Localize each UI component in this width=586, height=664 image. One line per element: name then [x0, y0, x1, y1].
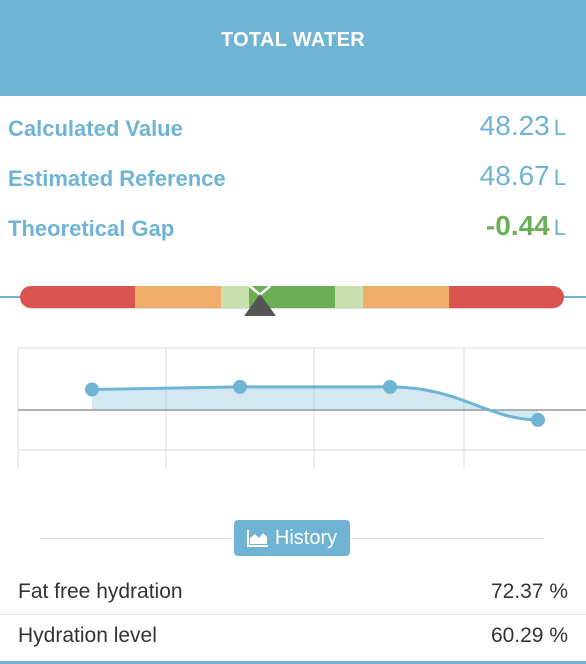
detail-value: 72.37 % [490, 580, 568, 603]
metric-theoretical-gap: Theoretical Gap -0.44 L [0, 208, 586, 248]
metric-label: Calculated Value [8, 116, 183, 141]
gauge-segment-red-high [449, 286, 564, 308]
metric-label: Theoretical Gap [8, 216, 175, 241]
gauge-bar [20, 286, 564, 308]
area-chart-icon [246, 530, 268, 547]
chart-area [92, 386, 538, 420]
metric-value: -0.44 L [486, 210, 566, 242]
chart-point-3 [531, 412, 545, 427]
gauge-segment-orange-high [363, 286, 449, 308]
detail-row-hydration-level: Hydration level 60.29 % [0, 614, 586, 658]
gauge-segment-red-low [20, 286, 135, 308]
metric-unit: L [553, 165, 566, 190]
metric-number: -0.44 [485, 210, 550, 241]
header: TOTAL WATER [0, 0, 586, 96]
metric-number: 48.67 [479, 160, 550, 191]
history-button-label: History [274, 526, 338, 549]
gauge-segment-lightgreen-high [335, 286, 363, 308]
metric-calculated-value: Calculated Value 48.23 L [0, 108, 586, 148]
metric-number: 48.23 [479, 110, 550, 141]
history-chart [17, 347, 586, 468]
detail-value: 60.29 % [490, 624, 568, 647]
detail-label: Fat free hydration [18, 580, 183, 603]
metric-value: 48.67 L [480, 160, 566, 192]
gauge-pointer-icon [244, 294, 276, 316]
metric-unit: L [553, 215, 566, 240]
chart-points [85, 379, 545, 427]
chart-point-1 [233, 379, 247, 394]
detail-label: Hydration level [18, 624, 157, 647]
gauge-segment-orange-low [135, 286, 221, 308]
history-button[interactable]: History [234, 520, 350, 556]
gauge-segment-lightgreen-low [221, 286, 249, 308]
chart-point-0 [85, 382, 99, 397]
metric-label: Estimated Reference [8, 166, 226, 191]
metric-value: 48.23 L [480, 110, 566, 142]
page-title: TOTAL WATER [220, 28, 366, 51]
metric-estimated-reference: Estimated Reference 48.67 L [0, 158, 586, 198]
metric-unit: L [553, 115, 566, 140]
chart-point-2 [383, 379, 397, 394]
chart-grid [17, 347, 586, 468]
bottom-border [0, 661, 586, 664]
detail-row-fat-free-hydration: Fat free hydration 72.37 % [0, 570, 586, 615]
